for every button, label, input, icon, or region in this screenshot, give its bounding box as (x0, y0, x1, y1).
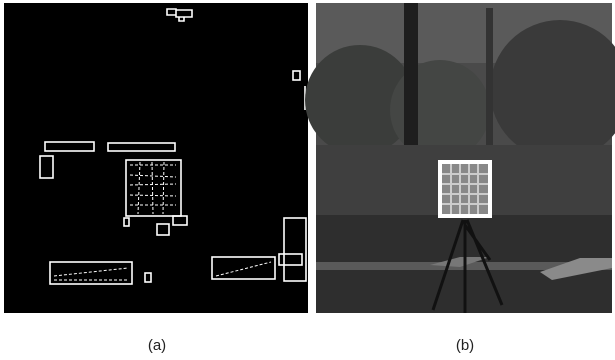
panel-label: (b) (456, 337, 474, 354)
panel-a-image (4, 3, 308, 313)
panel-label: (a) (148, 337, 166, 354)
figure: (a) (b) (0, 0, 615, 360)
panel-b-image (305, 3, 615, 313)
